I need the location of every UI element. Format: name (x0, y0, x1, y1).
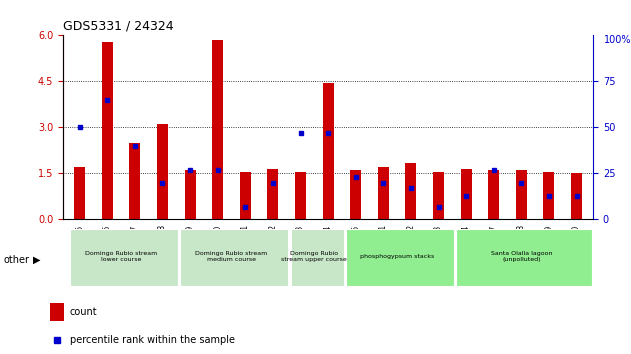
Bar (268, 169, 278, 219)
Bar (543, 172, 555, 219)
Bar (74, 167, 85, 219)
Bar (378, 167, 389, 219)
FancyBboxPatch shape (69, 229, 178, 286)
Text: Domingo Rubio
stream upper course: Domingo Rubio stream upper course (281, 251, 347, 262)
Text: Domingo Rubio stream
lower course: Domingo Rubio stream lower course (85, 251, 157, 262)
Bar (50, 303, 64, 321)
FancyBboxPatch shape (456, 229, 592, 286)
Bar (157, 124, 168, 219)
Text: Santa Olalla lagoon
(unpolluted): Santa Olalla lagoon (unpolluted) (491, 251, 552, 262)
Bar (184, 170, 196, 219)
Bar (461, 169, 471, 219)
Text: GDS5331 / 24324: GDS5331 / 24324 (63, 20, 174, 33)
Bar (516, 170, 527, 219)
Text: count: count (70, 307, 98, 317)
Bar (405, 163, 416, 219)
Bar (488, 170, 499, 219)
Bar (129, 143, 140, 219)
FancyBboxPatch shape (290, 229, 343, 286)
Bar (350, 170, 361, 219)
Text: 100%: 100% (604, 35, 631, 45)
Text: other: other (3, 255, 29, 265)
FancyBboxPatch shape (346, 229, 454, 286)
Text: ▶: ▶ (33, 255, 40, 265)
FancyBboxPatch shape (180, 229, 288, 286)
Bar (295, 172, 306, 219)
Bar (322, 83, 334, 219)
Text: phosphogypsum stacks: phosphogypsum stacks (360, 254, 434, 259)
Bar (571, 173, 582, 219)
Text: Domingo Rubio stream
medium course: Domingo Rubio stream medium course (196, 251, 268, 262)
Bar (212, 40, 223, 219)
Bar (240, 172, 251, 219)
Text: percentile rank within the sample: percentile rank within the sample (70, 335, 235, 345)
Bar (102, 41, 113, 219)
Bar (433, 172, 444, 219)
